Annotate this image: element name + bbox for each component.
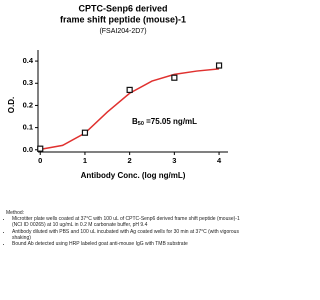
y-tick-label: 0.1 — [23, 123, 33, 132]
x-tick-label: 0 — [38, 156, 42, 165]
fit-curve — [40, 68, 220, 151]
method-item: Microtiter plate wells coated at 37°C wi… — [12, 216, 240, 228]
x-tick-label: 2 — [128, 156, 132, 165]
data-point — [171, 74, 178, 81]
data-point — [126, 86, 133, 94]
y-axis-label: O.D. — [7, 97, 16, 113]
chart-title: CPTC-Senp6 derived — [78, 3, 167, 13]
method-heading: Method: — [6, 210, 25, 216]
x-axis-label: Antibody Conc. (log ng/mL) — [81, 171, 186, 180]
x-tick-label: 4 — [217, 156, 222, 165]
x-tick-label: 1 — [83, 156, 87, 165]
chart: CPTC-Senp6 derived frame shift peptide (… — [7, 3, 228, 180]
x-tick-label: 3 — [172, 156, 176, 165]
y-tick-label: 0.3 — [23, 78, 33, 87]
y-tick-label: 0.4 — [23, 56, 34, 65]
method-list: Microtiter plate wells coated at 37°C wi… — [6, 216, 240, 247]
method-item: Bound Ab detected using HRP labeled goat… — [12, 241, 240, 247]
annotation: B50 =75.05 ng/mL — [132, 117, 197, 127]
data-point — [215, 62, 223, 69]
method: Method: Microtiter plate wells coated at… — [6, 210, 240, 247]
data-point — [81, 129, 89, 136]
chart-title: frame shift peptide (mouse)-1 — [60, 14, 186, 24]
chart-subtitle: (FSAI204-2D7) — [99, 28, 146, 35]
page: CPTC-Senp6 derived frame shift peptide (… — [0, 0, 246, 300]
y-tick-label: 0.2 — [23, 100, 33, 109]
data-point — [37, 145, 44, 152]
method-item: Antibody diluted with PBS and 100 uL inc… — [12, 229, 240, 241]
y-tick-label: 0.0 — [23, 145, 33, 154]
